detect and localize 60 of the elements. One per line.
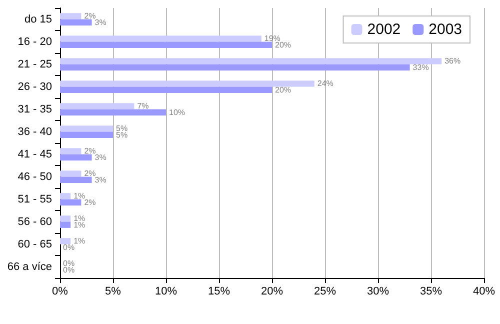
data-label: 0%	[63, 242, 75, 252]
bar	[60, 103, 134, 110]
x-tick-label: 20%	[260, 286, 284, 298]
bar	[60, 64, 410, 70]
data-label: 24%	[317, 79, 334, 88]
data-label: 2%	[84, 146, 96, 156]
data-label: 3%	[94, 18, 106, 27]
y-tick-label: 51 - 55	[18, 193, 52, 206]
bar	[60, 13, 82, 20]
data-label: 2%	[84, 169, 96, 178]
data-label: 2%	[84, 198, 96, 207]
bar	[60, 86, 272, 93]
legend-label: 2002	[367, 21, 401, 38]
bar	[60, 126, 113, 132]
data-label: 3%	[94, 152, 106, 162]
x-tick-label: 25%	[314, 286, 336, 298]
bar	[60, 132, 113, 138]
x-tick-label: 0%	[52, 286, 68, 298]
y-tick-label: 36 - 40	[18, 126, 52, 138]
bar	[60, 154, 92, 160]
data-label: 33%	[412, 62, 429, 72]
data-label: 36%	[444, 56, 461, 66]
x-tick-label: 10%	[154, 286, 178, 298]
y-tick-label: 41 - 45	[18, 148, 52, 160]
bar	[60, 193, 71, 200]
x-tick-label: 40%	[472, 286, 496, 298]
data-label: 1%	[74, 236, 86, 246]
bar	[60, 238, 71, 244]
x-tick-label: 30%	[366, 286, 390, 298]
data-label: 2%	[84, 12, 96, 21]
x-tick-label: 5%	[105, 286, 122, 298]
legend-label: 2003	[428, 21, 462, 38]
bar	[60, 148, 82, 154]
y-tick-label: 46 - 50	[18, 170, 52, 183]
y-tick-label: 21 - 25	[18, 58, 52, 70]
y-tick-label: 56 - 60	[18, 216, 52, 228]
bar	[60, 199, 82, 206]
data-label: 7%	[137, 102, 149, 111]
x-tick-label: 15%	[208, 286, 230, 298]
bar	[60, 80, 314, 87]
bar	[60, 36, 262, 42]
bar	[60, 176, 92, 183]
data-label: 20%	[275, 85, 292, 94]
y-tick-label: 60 - 65	[18, 238, 52, 250]
x-tick-label: 35%	[420, 286, 442, 298]
bar	[60, 19, 92, 26]
bar	[60, 170, 82, 177]
y-tick-label: 16 - 20	[18, 36, 52, 48]
y-tick-label: 66 a více	[7, 260, 52, 273]
bar	[60, 109, 166, 116]
bar	[60, 222, 71, 228]
y-tick-label: 31 - 35	[18, 103, 52, 116]
data-label: 10%	[169, 108, 186, 117]
y-tick-label: 26 - 30	[18, 80, 52, 93]
bar	[60, 216, 71, 222]
bar	[60, 58, 442, 64]
y-tick-label: do 15	[24, 13, 52, 26]
data-label: 1%	[74, 192, 86, 201]
bar	[60, 42, 272, 48]
data-label: 3%	[94, 175, 106, 184]
